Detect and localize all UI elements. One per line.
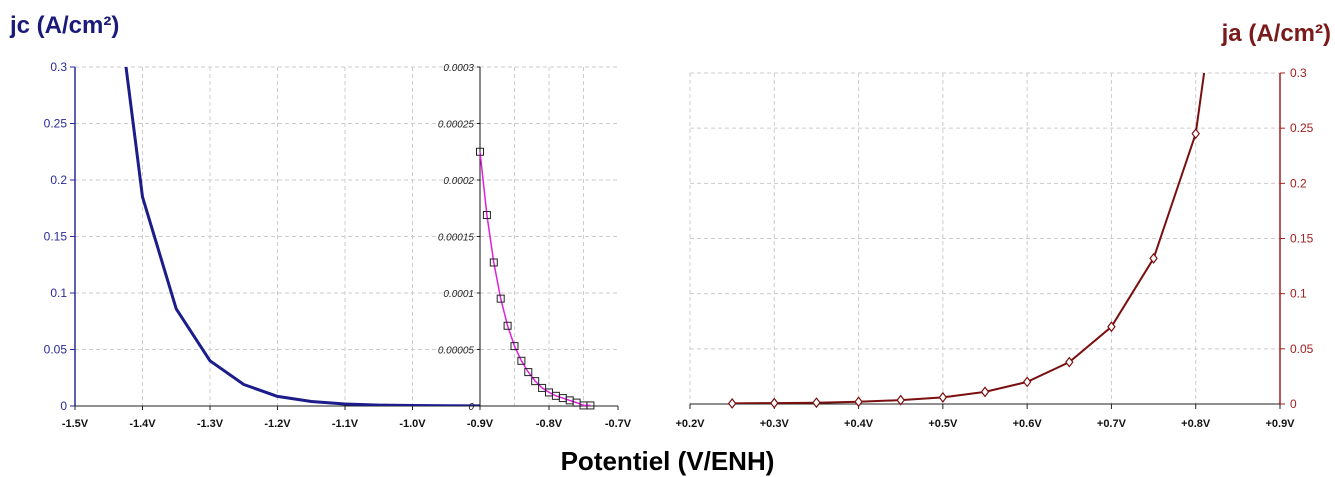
zoom-y-tick-label: 0.0001 xyxy=(443,289,474,300)
anodic-x-tick-label: +0.3V xyxy=(760,418,790,430)
cathodic-y-tick-label: 0.1 xyxy=(50,286,67,300)
cathodic-y-axis-title: jc (A/cm²) xyxy=(10,12,120,39)
zoom-data-point xyxy=(503,321,512,330)
zoom-data-point xyxy=(476,147,484,156)
anodic-x-tick-label: +0.4V xyxy=(844,418,874,430)
cathodic-zoom-panel: 0 0.00005 0.0001 0.00015 0.0002 0.00025 0.0003… xyxy=(438,63,632,430)
zoom-data-point xyxy=(538,383,547,392)
anodic-data-point xyxy=(980,386,990,398)
cathodic-panel: -1.5V -1.4V -1.3V -1.2V -1.1V -1.0V -0.9V 0 0.05… xyxy=(44,60,494,430)
cathodic-x-tick-label: -1.3V xyxy=(197,418,224,430)
cathodic-y-tick-label: 0.15 xyxy=(44,230,68,244)
anodic-data-point xyxy=(938,391,948,403)
cathodic-x-tick-label: -1.5V xyxy=(62,418,89,430)
anodic-y-tick-label: 0 xyxy=(1290,397,1297,411)
zoom-data-point xyxy=(517,356,526,365)
anodic-data-point xyxy=(1107,321,1116,333)
cathodic-x-tick-label: -1.0V xyxy=(399,418,426,430)
anodic-data-point xyxy=(770,397,779,409)
anodic-data-point xyxy=(727,397,737,409)
anodic-x-tick-label: +0.2V xyxy=(675,418,705,430)
anodic-data-point xyxy=(1022,376,1032,388)
anodic-data-point xyxy=(812,397,821,409)
anodic-y-tick-label: 0.1 xyxy=(1290,287,1307,301)
anodic-panel: +0.2V +0.3V +0.4V +0.5V +0.6V +0.7V +0.8V +0.9V… xyxy=(675,66,1313,430)
cathodic-x-tick-label: -1.1V xyxy=(332,418,359,430)
cathodic-y-tick-label: 0.2 xyxy=(50,173,67,187)
anodic-y-tick-label: 0.05 xyxy=(1290,342,1314,356)
zoom-y-tick-label: 0.00015 xyxy=(438,233,475,244)
x-axis-title: Potentiel (V/ENH) xyxy=(560,446,775,476)
cathodic-y-tick-label: 0.3 xyxy=(50,60,67,74)
cathodic-y-tick-label: 0.05 xyxy=(44,343,68,357)
zoom-y-tick-label: 0.00025 xyxy=(438,120,475,131)
anodic-x-tick-label: +0.6V xyxy=(1013,418,1043,430)
anodic-data-point xyxy=(896,394,905,406)
anodic-y-axis-title: ja (A/cm²) xyxy=(1221,20,1331,47)
cathodic-x-tick-label: -1.4V xyxy=(129,418,156,430)
cathodic-series-line xyxy=(124,67,480,406)
zoom-data-point xyxy=(531,377,540,386)
anodic-data-point xyxy=(1191,128,1200,140)
zoom-data-point xyxy=(482,211,491,220)
zoom-y-tick-label: 0 xyxy=(468,402,474,413)
anodic-x-tick-label: +0.7V xyxy=(1097,418,1127,430)
cathodic-y-tick-label: 0.25 xyxy=(44,117,68,131)
anodic-data-point xyxy=(1149,252,1158,264)
cathodic-x-tick-label: -1.2V xyxy=(264,418,291,430)
zoom-data-point xyxy=(496,294,505,303)
zoom-x-tick-label: -0.8V xyxy=(536,418,563,430)
zoom-y-tick-label: 0.00005 xyxy=(438,346,475,357)
zoom-y-tick-label: 0.0002 xyxy=(443,176,474,187)
cathodic-x-tick-label: -0.9V xyxy=(467,418,494,430)
anodic-x-tick-label: +0.9V xyxy=(1265,418,1295,430)
anodic-x-tick-label: +0.8V xyxy=(1181,418,1211,430)
zoom-series-line xyxy=(479,151,591,407)
cathodic-y-tick-label: 0 xyxy=(60,399,67,413)
zoom-data-point xyxy=(524,368,533,377)
zoom-data-point xyxy=(489,258,498,267)
anodic-data-point xyxy=(1065,356,1074,368)
anodic-y-tick-label: 0.2 xyxy=(1290,176,1307,190)
zoom-x-tick-label: -0.7V xyxy=(605,418,632,430)
zoom-data-point xyxy=(510,342,519,351)
anodic-y-tick-label: 0.25 xyxy=(1290,121,1314,135)
zoom-data-point xyxy=(586,401,595,410)
anodic-y-tick-label: 0.15 xyxy=(1290,232,1314,246)
anodic-y-tick-label: 0.3 xyxy=(1290,66,1307,80)
anodic-x-tick-label: +0.5V xyxy=(928,418,958,430)
zoom-y-tick-label: 0.0003 xyxy=(443,63,474,74)
anodic-data-point xyxy=(854,396,863,408)
